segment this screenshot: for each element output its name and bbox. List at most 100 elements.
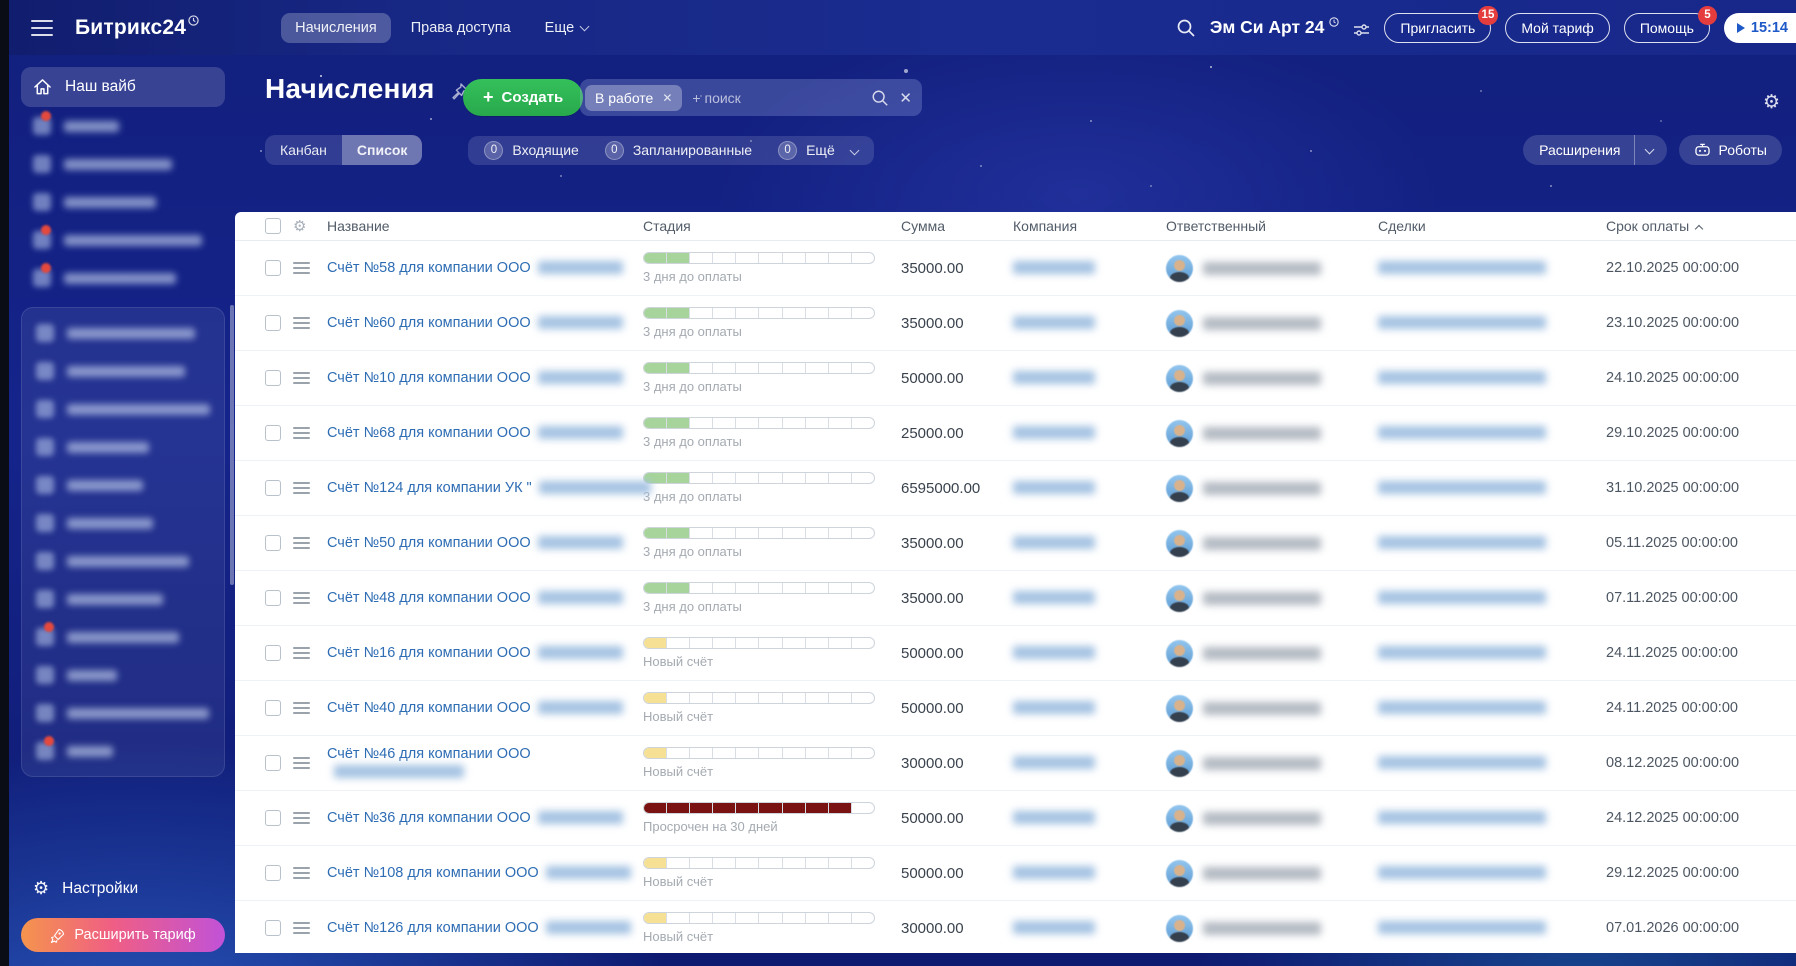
avatar[interactable]: [1166, 254, 1193, 282]
row-checkbox[interactable]: [265, 755, 281, 771]
view-kanban-tab[interactable]: Канбан: [280, 142, 327, 158]
avatar[interactable]: [1166, 914, 1193, 942]
invoice-name-link[interactable]: Счёт №16 для компании ООО: [327, 645, 531, 661]
company-cell[interactable]: [1013, 259, 1166, 277]
avatar[interactable]: [1166, 749, 1193, 777]
drag-handle[interactable]: [293, 699, 310, 717]
deals-cell[interactable]: [1378, 589, 1606, 607]
sidebar-group-item-blurred-1[interactable]: [24, 352, 222, 390]
drag-handle[interactable]: [293, 369, 310, 387]
sidebar-group-item-blurred-9[interactable]: [24, 656, 222, 694]
stage-bar[interactable]: [643, 252, 875, 264]
drag-handle[interactable]: [293, 534, 310, 552]
company-cell[interactable]: [1013, 919, 1166, 937]
invoice-name-link[interactable]: Счёт №50 для компании ООО: [327, 535, 531, 551]
sidebar-group-item-blurred-7[interactable]: [24, 580, 222, 618]
drag-handle[interactable]: [293, 479, 310, 497]
columns-gear-icon[interactable]: ⚙: [293, 217, 307, 235]
company-cell[interactable]: [1013, 534, 1166, 552]
row-checkbox[interactable]: [265, 700, 281, 716]
company-cell[interactable]: [1013, 864, 1166, 882]
view-list-tab[interactable]: Список: [341, 135, 423, 165]
drag-handle[interactable]: [293, 259, 310, 277]
company-cell[interactable]: [1013, 589, 1166, 607]
deals-cell[interactable]: [1378, 479, 1606, 497]
deals-cell[interactable]: [1378, 644, 1606, 662]
row-checkbox[interactable]: [265, 810, 281, 826]
invoice-name-link[interactable]: Счёт №36 для компании ООО: [327, 810, 531, 826]
deals-cell[interactable]: [1378, 864, 1606, 882]
deals-cell[interactable]: [1378, 534, 1606, 552]
invoice-name-link[interactable]: Счёт №58 для компании ООО: [327, 260, 531, 276]
drag-handle[interactable]: [293, 314, 310, 332]
invoice-name-link[interactable]: Счёт №40 для компании ООО: [327, 700, 531, 716]
column-header-name[interactable]: Название: [327, 218, 390, 234]
sidebar-settings-button[interactable]: ⚙ Настройки: [21, 870, 225, 908]
stage-bar[interactable]: [643, 582, 875, 594]
chip-close-icon[interactable]: ✕: [662, 90, 673, 105]
stage-bar[interactable]: [643, 362, 875, 374]
select-all-checkbox[interactable]: [265, 218, 281, 234]
search-magnifier-icon[interactable]: [871, 89, 889, 107]
company-cell[interactable]: [1013, 424, 1166, 442]
avatar[interactable]: [1166, 529, 1193, 557]
sidebar-group-item-blurred-3[interactable]: [24, 428, 222, 466]
invoice-name-link[interactable]: Счёт №60 для компании ООО: [327, 315, 531, 331]
sidebar-group-item-blurred-2[interactable]: [24, 390, 222, 428]
counter-2[interactable]: 0 Ещё: [778, 140, 860, 160]
column-header-amount[interactable]: Сумма: [901, 218, 945, 234]
sidebar-group-item-blurred-11[interactable]: [24, 732, 222, 770]
avatar[interactable]: [1166, 419, 1193, 447]
invite-button[interactable]: Пригласить 15: [1384, 5, 1499, 43]
avatar[interactable]: [1166, 804, 1193, 832]
stage-bar[interactable]: [643, 692, 875, 704]
row-checkbox[interactable]: [265, 260, 281, 276]
stage-bar[interactable]: [643, 417, 875, 429]
deals-cell[interactable]: [1378, 314, 1606, 332]
chevron-down-icon[interactable]: [1635, 139, 1667, 162]
invoice-name-link[interactable]: Счёт №48 для компании ООО: [327, 590, 531, 606]
counter-1[interactable]: 0 Запланированные: [604, 140, 752, 160]
search-icon[interactable]: [1176, 18, 1196, 38]
sidebar-scrollbar[interactable]: [230, 305, 234, 585]
avatar[interactable]: [1166, 309, 1193, 337]
tariff-button[interactable]: Мой тариф: [1505, 12, 1610, 43]
stage-bar[interactable]: [643, 637, 875, 649]
invoice-name-link[interactable]: Счёт №68 для компании ООО: [327, 425, 531, 441]
timer-button[interactable]: 15:14: [1723, 12, 1796, 43]
help-button[interactable]: Помощь 5: [1623, 5, 1717, 43]
sidebar-group-item-blurred-5[interactable]: [24, 504, 222, 542]
extensions-button[interactable]: Расширения: [1523, 135, 1667, 165]
avatar[interactable]: [1166, 694, 1193, 722]
drag-handle[interactable]: [293, 754, 310, 772]
row-checkbox[interactable]: [265, 865, 281, 881]
app-logo[interactable]: Битрикс24: [75, 15, 199, 40]
sidebar-group-item-blurred-8[interactable]: [24, 618, 222, 656]
filter-sliders-icon[interactable]: [1353, 23, 1370, 37]
stage-bar[interactable]: [643, 307, 875, 319]
column-header-deals[interactable]: Сделки: [1378, 218, 1426, 234]
filter-search-bar[interactable]: В работе ✕ + поиск ✕: [580, 79, 922, 116]
nav-tab-1[interactable]: Права доступа: [410, 19, 511, 36]
row-checkbox[interactable]: [265, 590, 281, 606]
company-cell[interactable]: [1013, 754, 1166, 772]
drag-handle[interactable]: [293, 424, 310, 442]
create-button[interactable]: + Создать: [463, 79, 584, 116]
column-header-stage[interactable]: Стадия: [643, 218, 691, 234]
row-checkbox[interactable]: [265, 535, 281, 551]
stage-bar[interactable]: [643, 802, 875, 814]
sidebar-group-item-blurred-6[interactable]: [24, 542, 222, 580]
row-checkbox[interactable]: [265, 480, 281, 496]
view-settings-gear-icon[interactable]: ⚙: [1762, 91, 1780, 113]
row-checkbox[interactable]: [265, 920, 281, 936]
sidebar-item-blurred-4[interactable]: [21, 259, 225, 297]
stage-bar[interactable]: [643, 472, 875, 484]
avatar[interactable]: [1166, 639, 1193, 667]
drag-handle[interactable]: [293, 809, 310, 827]
drag-handle[interactable]: [293, 919, 310, 937]
drag-handle[interactable]: [293, 644, 310, 662]
counter-0[interactable]: 0 Входящие: [484, 140, 579, 160]
drag-handle[interactable]: [293, 864, 310, 882]
invoice-name-link[interactable]: Счёт №10 для компании ООО: [327, 370, 531, 386]
deals-cell[interactable]: [1378, 369, 1606, 387]
